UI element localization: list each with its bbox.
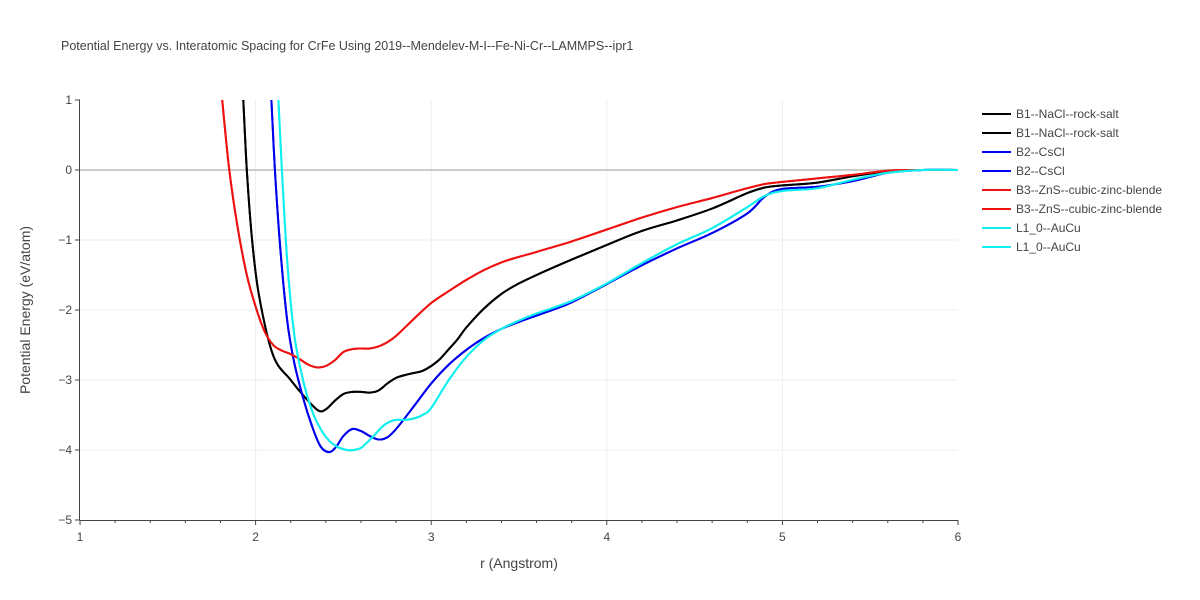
legend-label: B2--CsCl [1016, 145, 1065, 159]
legend-label: B2--CsCl [1016, 164, 1065, 178]
series-line-b3-zns-cubic-zinc-blende-4 [221, 99, 958, 369]
series-line-b3-zns-cubic-zinc-blende-5 [221, 99, 958, 369]
y-tick-label: −5 [58, 513, 72, 527]
x-axis-label: r (Angstrom) [480, 555, 558, 571]
x-tick-label: 5 [779, 530, 786, 544]
x-tick-label: 1 [77, 530, 84, 544]
legend-label: B1--NaCl--rock-salt [1016, 107, 1119, 121]
y-axis-label: Potential Energy (eV/atom) [17, 226, 33, 394]
legend-item[interactable]: B2--CsCl [982, 145, 1065, 159]
x-axis-ticks: 1 2 3 4 5 6 [77, 520, 962, 544]
x-tick-label: 3 [428, 530, 435, 544]
legend-item[interactable]: B1--NaCl--rock-salt [982, 126, 1119, 140]
x-tick-label: 2 [252, 530, 259, 544]
legend-label: B3--ZnS--cubic-zinc-blende [1016, 183, 1162, 197]
legend-item[interactable]: L1_0--AuCu [982, 240, 1081, 254]
series-lines [221, 99, 958, 454]
legend-item[interactable]: B3--ZnS--cubic-zinc-blende [982, 183, 1162, 197]
y-tick-label: 1 [65, 93, 72, 107]
legend[interactable]: B1--NaCl--rock-salt B1--NaCl--rock-salt B2… [982, 107, 1162, 254]
series-line-b2-cscl-2 [270, 99, 958, 454]
legend-label: L1_0--AuCu [1016, 221, 1081, 235]
series-line-l1-0-aucu-7 [277, 99, 958, 452]
series-line-b2-cscl-3 [270, 99, 958, 454]
x-tick-label: 6 [955, 530, 962, 544]
legend-label: B1--NaCl--rock-salt [1016, 126, 1119, 140]
y-tick-label: 0 [65, 163, 72, 177]
y-tick-label: −4 [58, 443, 72, 457]
series-line-b1-nacl-rock-salt-0 [242, 99, 958, 413]
grid [80, 100, 958, 520]
legend-item[interactable]: B1--NaCl--rock-salt [982, 107, 1119, 121]
y-tick-label: −3 [58, 373, 72, 387]
legend-item[interactable]: B2--CsCl [982, 164, 1065, 178]
x-tick-label: 4 [603, 530, 610, 544]
y-tick-label: −1 [58, 233, 72, 247]
series-line-b1-nacl-rock-salt-1 [242, 99, 958, 413]
series-line-l1-0-aucu-6 [277, 99, 958, 452]
legend-item[interactable]: B3--ZnS--cubic-zinc-blende [982, 202, 1162, 216]
y-tick-label: −2 [58, 303, 72, 317]
y-axis-ticks: 1 0 −1 −2 −3 −4 −5 [58, 93, 80, 527]
chart-title: Potential Energy vs. Interatomic Spacing… [61, 39, 633, 53]
legend-label: L1_0--AuCu [1016, 240, 1081, 254]
legend-item[interactable]: L1_0--AuCu [982, 221, 1081, 235]
legend-label: B3--ZnS--cubic-zinc-blende [1016, 202, 1162, 216]
